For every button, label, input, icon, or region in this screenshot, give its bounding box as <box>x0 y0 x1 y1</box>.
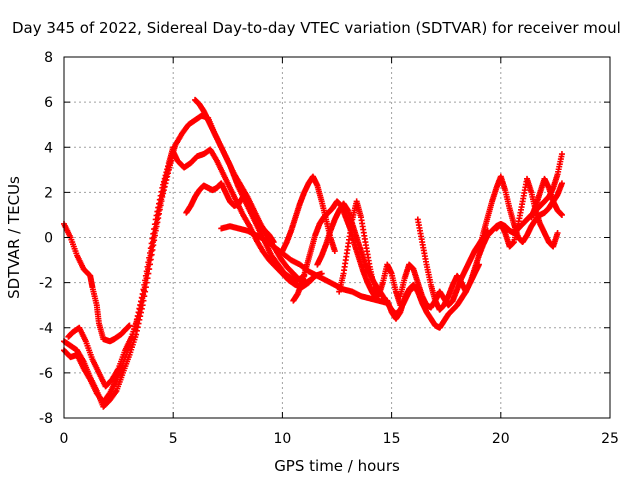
data-point <box>141 284 148 291</box>
y-tick-label: -8 <box>39 411 53 427</box>
chart-title: Day 345 of 2022, Sidereal Day-to-day VTE… <box>12 19 621 37</box>
data-point <box>146 257 153 264</box>
y-tick-label: -6 <box>39 366 53 382</box>
y-tick-label: 4 <box>44 140 53 156</box>
x-tick-label: 5 <box>169 431 178 447</box>
data-point <box>165 164 172 171</box>
series-trace-17 <box>493 175 561 250</box>
series-trace-1 <box>61 220 133 345</box>
y-tick-label: -2 <box>39 276 53 292</box>
data-point <box>153 220 160 227</box>
data-point <box>161 180 168 187</box>
x-tick-label: 20 <box>492 431 510 447</box>
data-point <box>154 211 161 218</box>
data-point <box>143 275 150 282</box>
data-point <box>462 288 469 295</box>
y-axis-label: SDTVAR / TECUs <box>5 176 23 299</box>
y-tick-label: -4 <box>39 321 53 337</box>
y-tick-label: 2 <box>44 185 53 201</box>
y-tick-label: 8 <box>44 50 53 66</box>
data-point <box>159 188 166 195</box>
data-point <box>157 200 164 207</box>
data-point <box>145 266 152 273</box>
data-point <box>155 207 162 214</box>
data-point <box>140 291 147 298</box>
data-point <box>145 261 152 268</box>
data-point <box>158 196 165 203</box>
data-point <box>135 313 142 320</box>
data-point <box>150 234 157 241</box>
data-point <box>164 167 171 174</box>
data-point <box>554 229 561 236</box>
data-point <box>163 171 170 178</box>
x-tick-label: 15 <box>383 431 401 447</box>
data-point <box>160 184 167 191</box>
series-trace-2 <box>61 146 325 410</box>
x-tick-label: 0 <box>60 431 69 447</box>
data-series <box>61 96 565 410</box>
data-point <box>147 252 154 259</box>
data-point <box>163 174 170 181</box>
data-point <box>136 309 143 316</box>
axis-ticks: 0 5 10 15 20 25 -8 -6 -4 -2 0 2 4 6 8 <box>39 50 619 447</box>
series-trace-14 <box>414 216 469 313</box>
data-point <box>154 216 161 223</box>
y-tick-label: 6 <box>44 95 53 111</box>
series-trace-18 <box>528 175 565 221</box>
data-point <box>138 298 145 305</box>
data-point <box>166 161 173 168</box>
data-point <box>156 204 163 211</box>
data-point <box>558 211 565 218</box>
data-point <box>159 192 166 199</box>
data-point <box>144 270 151 277</box>
x-tick-label: 10 <box>273 431 291 447</box>
series-trace-5 <box>183 180 277 246</box>
data-point <box>558 151 565 158</box>
y-tick-label: 0 <box>44 231 53 247</box>
series-trace-11 <box>336 198 404 309</box>
data-point <box>151 229 158 236</box>
data-point <box>140 287 147 294</box>
data-point <box>162 177 169 184</box>
data-point <box>148 248 155 255</box>
data-point <box>139 295 146 302</box>
data-point <box>167 158 174 165</box>
data-point <box>149 243 156 250</box>
series-trace-6 <box>192 96 308 284</box>
data-point <box>558 180 565 187</box>
data-point <box>137 302 144 309</box>
data-point <box>126 322 133 329</box>
data-point <box>136 306 143 313</box>
series-trace-15 <box>467 151 565 286</box>
data-point <box>149 239 156 246</box>
x-axis-label: GPS time / hours <box>274 457 400 475</box>
data-point <box>331 248 338 255</box>
x-tick-label: 25 <box>601 431 619 447</box>
data-point <box>152 225 159 232</box>
data-point <box>142 279 149 286</box>
